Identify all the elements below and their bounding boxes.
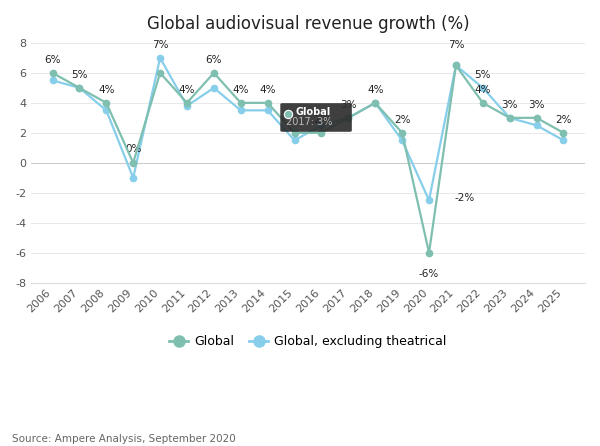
Text: 4%: 4%	[98, 85, 115, 95]
Text: 3%: 3%	[502, 99, 518, 110]
Text: 2%: 2%	[313, 115, 329, 124]
Legend: Global, Global, excluding theatrical: Global, Global, excluding theatrical	[164, 330, 452, 353]
Text: 4%: 4%	[179, 85, 195, 95]
Text: 4%: 4%	[367, 85, 383, 95]
Text: 2%: 2%	[555, 115, 572, 124]
Text: 0%: 0%	[125, 145, 142, 154]
Text: 3%: 3%	[529, 99, 545, 110]
Title: Global audiovisual revenue growth (%): Global audiovisual revenue growth (%)	[146, 15, 469, 33]
Text: 4%: 4%	[475, 85, 491, 95]
Text: Source: Ampere Analysis, September 2020: Source: Ampere Analysis, September 2020	[12, 434, 236, 444]
Text: Global: Global	[295, 107, 331, 117]
Text: 7%: 7%	[448, 40, 464, 50]
Text: 3%: 3%	[340, 99, 356, 110]
Text: 2%: 2%	[394, 115, 410, 124]
FancyBboxPatch shape	[280, 103, 352, 132]
Text: 5%: 5%	[71, 70, 88, 79]
Text: 2017: 3%: 2017: 3%	[286, 117, 333, 127]
Text: 4%: 4%	[233, 85, 249, 95]
Text: 6%: 6%	[44, 54, 61, 65]
Text: 5%: 5%	[475, 70, 491, 79]
Text: 7%: 7%	[152, 40, 169, 50]
Text: -2%: -2%	[454, 193, 474, 202]
Text: -6%: -6%	[419, 269, 439, 280]
Text: 6%: 6%	[206, 54, 222, 65]
Text: 4%: 4%	[259, 85, 276, 95]
